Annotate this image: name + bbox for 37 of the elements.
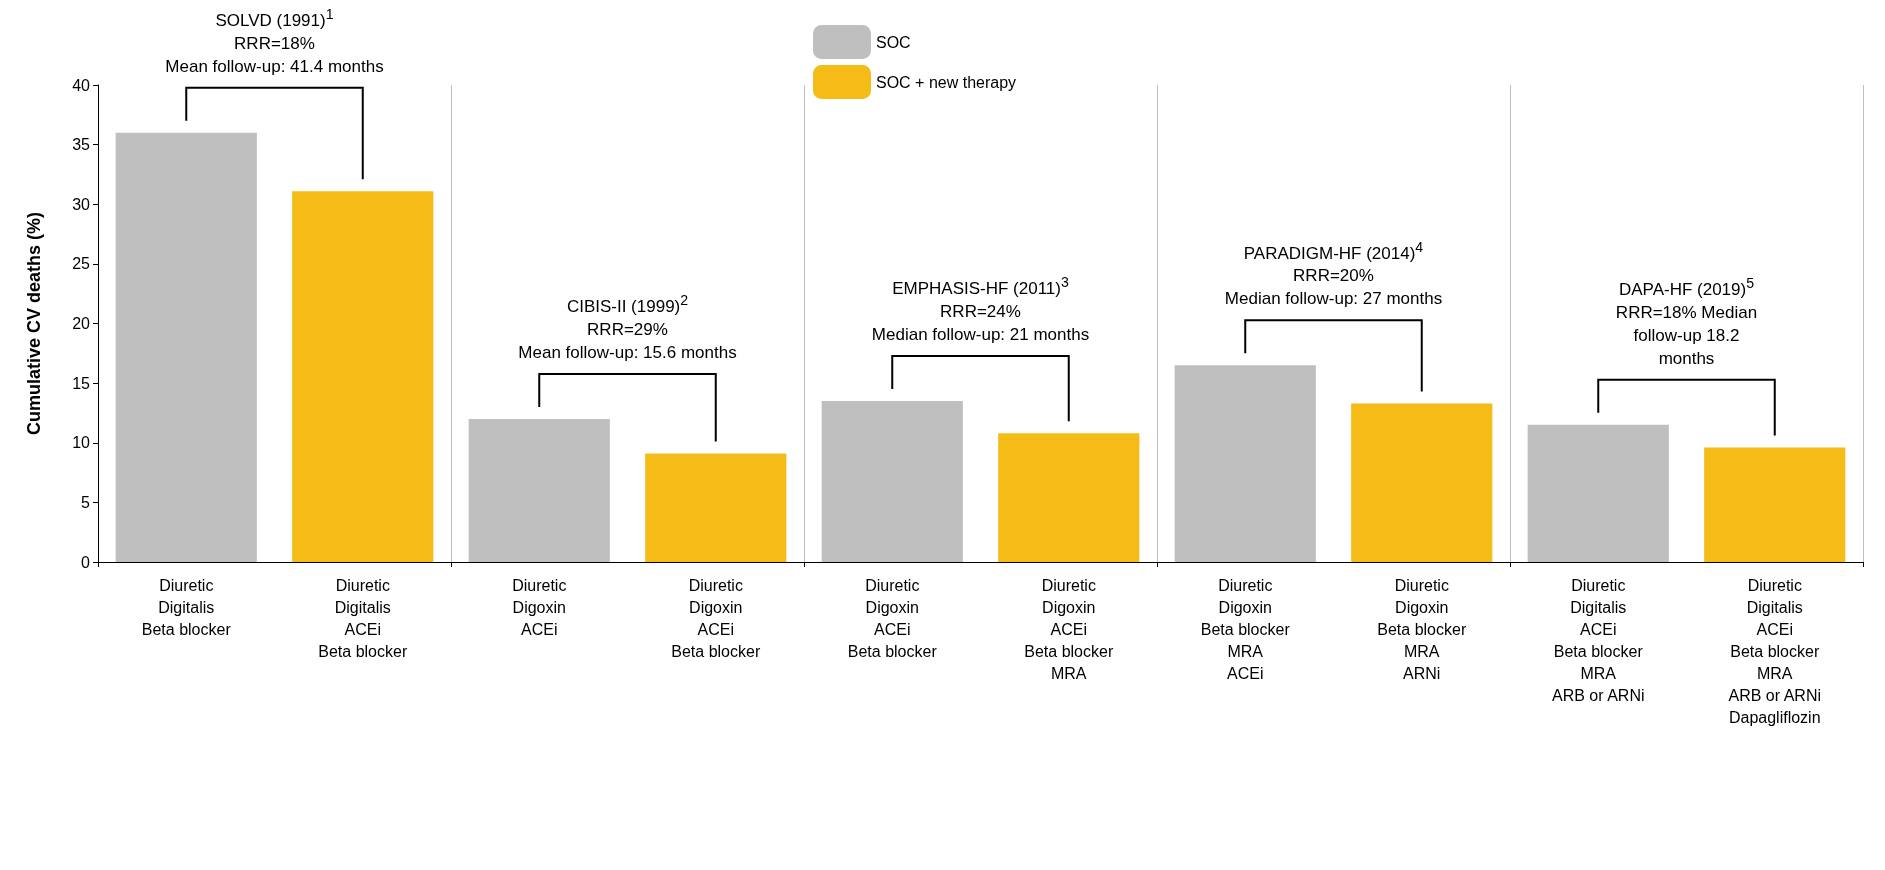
x-tick-label: Diuretic Digitalis Beta blocker — [141, 576, 232, 638]
y-axis-title: Cumulative CV deaths (%) — [24, 211, 44, 436]
x-tick-label: Diuretic Digitalis ACEi Beta blocker MRA ARB or ARNi — [1552, 576, 1645, 704]
y-tick-label: 35 — [72, 136, 91, 154]
legend-label: SOC — [876, 33, 911, 51]
legend-label: SOC + new therapy — [876, 73, 1017, 91]
bar — [1351, 403, 1493, 562]
y-tick-label: 40 — [72, 76, 91, 94]
bar — [645, 453, 787, 562]
text: SOLVD (1991)$^{1}$ RRR=18% Mean follow-up: 41.4 months — [164, 5, 385, 78]
bar — [1527, 424, 1669, 562]
annotation: DAPA-HF (2019)$^{5}$ RRR=18% Median follow-up 18.2 months — [1614, 274, 1759, 370]
text: PARADIGM-HF (2014)$^{4}$ RRR=20% Median follow-up: 27 months — [1224, 238, 1443, 309]
y-tick-label: 0 — [81, 553, 91, 571]
x-tick-label: Diuretic Digoxin ACEi Beta blocker — [671, 576, 761, 660]
bar — [1704, 447, 1846, 562]
y-tick-label: 5 — [81, 493, 91, 511]
y-tick-label: 20 — [72, 315, 91, 332]
bar — [821, 401, 963, 562]
x-tick-label: Diuretic Digoxin Beta blocker MRA ACEi — [1200, 576, 1291, 682]
bar — [1174, 365, 1316, 562]
text: EMPHASIS-HF (2011)$^{3}$ RRR=24% Median follow-up: 21 months — [871, 274, 1090, 345]
bar — [468, 418, 610, 562]
y-tick-label: 25 — [72, 255, 91, 273]
annotation: CIBIS-II (1999)$^{2}$ RRR=29% Mean follow-up: 15.6 months — [517, 291, 738, 364]
x-tick-label: Diuretic Digoxin ACEi — [512, 576, 567, 638]
x-tick-label: Diuretic Digitalis ACEi Beta blocker MRA ARB or ARNi Dapagliflozin — [1728, 576, 1821, 726]
bar — [115, 132, 257, 562]
x-tick-label: Diuretic Digoxin ACEi Beta blocker — [847, 576, 938, 660]
y-tick-label: 30 — [72, 195, 91, 213]
y-tick-label: 15 — [72, 374, 91, 392]
bar — [292, 191, 434, 562]
x-tick-label: Diuretic Digitalis ACEi Beta blocker — [318, 576, 408, 660]
bar — [998, 433, 1140, 562]
x-tick-label: Diuretic Digoxin Beta blocker MRA ARNi — [1377, 576, 1467, 682]
y-tick-label: 10 — [72, 434, 91, 452]
x-tick-label: Diuretic Digoxin ACEi Beta blocker MRA — [1024, 576, 1114, 682]
